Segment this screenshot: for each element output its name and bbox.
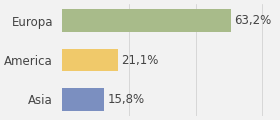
Bar	[62, 9, 231, 32]
Text: 15,8%: 15,8%	[108, 93, 144, 106]
Text: 21,1%: 21,1%	[122, 54, 159, 66]
Bar	[62, 49, 118, 71]
Bar	[62, 88, 104, 111]
Text: 63,2%: 63,2%	[234, 14, 271, 27]
